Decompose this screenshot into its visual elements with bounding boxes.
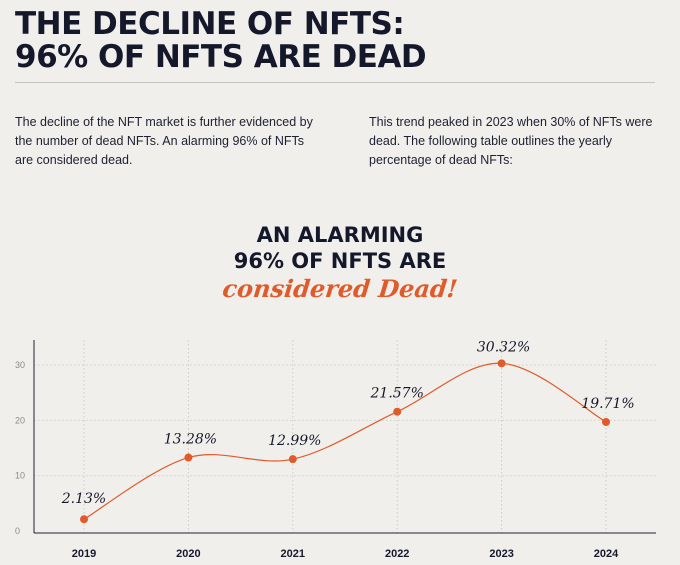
data-label: 2.13% <box>61 491 106 507</box>
data-point <box>602 418 610 427</box>
divider <box>15 82 655 83</box>
data-point <box>497 359 506 368</box>
intro-paragraph-right: This trend peaked in 2023 when 30% of NF… <box>369 115 653 167</box>
x-tick-label: 2023 <box>489 548 513 560</box>
data-label: 30.32% <box>477 339 530 355</box>
chart-labels: 2.13% 13.28% 12.99% 21.57% 30.32% 19.71% <box>61 339 635 507</box>
page-title-line-1: THE DECLINE OF NFTS: <box>15 6 405 42</box>
page-title-line-2: 96% OF NFTS ARE DEAD <box>15 39 427 75</box>
y-tick-label: 0 <box>15 526 20 536</box>
intro-paragraph-left: The decline of the NFT market is further… <box>15 115 313 167</box>
callout-line-2: 96% OF NFTS ARE <box>233 249 447 273</box>
data-point <box>184 453 193 462</box>
x-tick-label: 2022 <box>385 548 409 560</box>
data-point <box>393 407 402 416</box>
data-label: 21.57% <box>370 386 424 402</box>
callout-line-1: AN ALARMING <box>256 223 424 247</box>
y-tick-label: 10 <box>15 471 25 481</box>
page-title: THE DECLINE OF NFTS: 96% OF NFTS ARE DEA… <box>15 6 427 75</box>
series-line <box>83 362 607 520</box>
data-point <box>80 515 88 524</box>
chart-callout: AN ALARMING 96% OF NFTS ARE considered D… <box>0 222 680 304</box>
x-tick-label: 2019 <box>72 548 96 560</box>
data-point <box>288 455 297 464</box>
x-tick-label: 2020 <box>176 548 200 560</box>
data-label: 12.99% <box>268 433 321 449</box>
chart-axes: 0 10 20 30 2019 2020 2021 2022 2023 2024 <box>15 340 656 560</box>
chart-grid <box>34 340 656 533</box>
chart-series <box>80 359 610 524</box>
y-tick-label: 20 <box>15 415 25 425</box>
y-tick-label: 30 <box>15 360 25 370</box>
data-label: 19.71% <box>581 396 634 412</box>
data-label: 13.28% <box>164 432 217 448</box>
x-tick-label: 2024 <box>594 548 619 560</box>
x-tick-label: 2021 <box>281 548 305 560</box>
